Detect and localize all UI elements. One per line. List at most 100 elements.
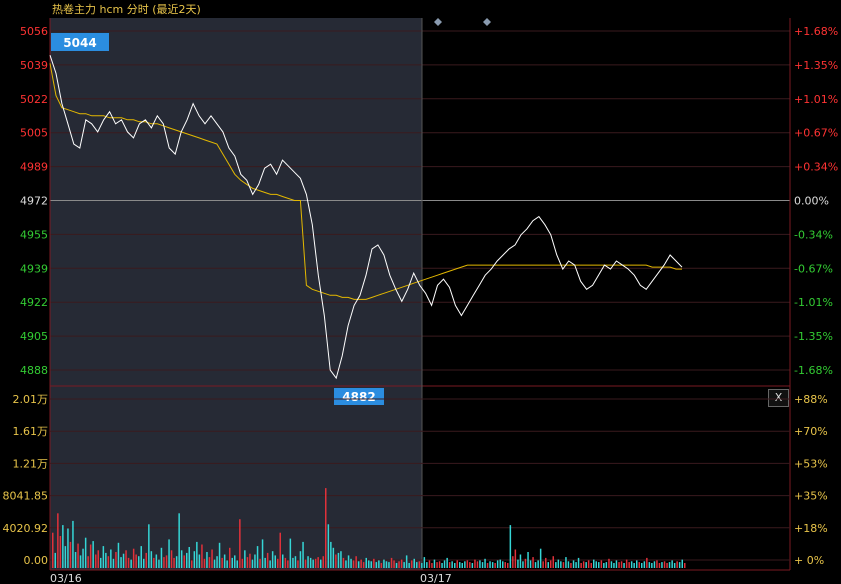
volume-tick-label-right: +88% [794,393,828,406]
volume-bar [216,556,218,568]
volume-bar [658,563,661,568]
volume-bar [663,561,666,568]
volume-bar [62,525,64,568]
volume-bar [678,562,681,568]
volume-bar [532,557,534,568]
volume-bar [117,542,120,568]
volume-bar [64,546,67,568]
volume-bar [105,552,107,568]
volume-bar [145,552,147,568]
volume-bar [274,555,276,568]
volume-bar [587,560,590,568]
volume-bar [502,561,504,568]
volume-bar [418,561,421,568]
volume-bar [241,558,244,568]
y-tick-label: 4989 [20,161,48,174]
volume-bar [572,560,575,568]
volume-bar [567,561,570,568]
y-tick-label-right: -1.35% [794,330,833,343]
volume-bar [661,562,663,568]
volume-bar [405,555,408,568]
y-tick-label: 5039 [20,59,48,72]
volume-bar [451,561,453,568]
volume-bar [448,562,451,568]
volume-bar [130,559,132,568]
volume-bar [408,563,410,568]
volume-bar [507,563,509,568]
y-tick-label-right: -1.01% [794,296,833,309]
volume-bar [138,556,140,568]
volume-tick-label: 1.61万 [13,425,49,438]
volume-bar [436,562,438,568]
volume-bar [345,560,347,568]
volume-bar [52,532,54,568]
volume-bar [100,557,102,568]
volume-bar [509,525,512,568]
volume-bar [484,558,486,568]
volume-bar [340,551,342,568]
volume-bar [312,559,314,568]
volume-bar [77,543,79,568]
volume-bar [153,557,155,568]
volume-bar [307,556,309,568]
volume-bar [542,561,544,568]
volume-tick-label-right: + 0% [794,554,824,567]
close-button[interactable]: X [768,389,789,407]
volume-bar [534,562,537,568]
volume-bar [332,547,335,568]
volume-tick-label: 1.21万 [13,457,49,470]
volume-bar [266,552,269,568]
volume-bar [226,560,228,568]
volume-bar [294,556,297,568]
volume-bar [595,561,597,568]
volume-bar [421,563,423,568]
volume-bar [552,556,554,568]
volume-bar [446,557,448,568]
volume-bar [598,562,600,568]
volume-bar [383,559,385,568]
volume-bar [287,560,289,568]
volume-bar [59,536,62,568]
volume-bar [615,560,618,568]
volume-bar [456,560,458,568]
volume-bar [143,558,145,568]
y-tick-label: 4888 [20,364,48,377]
y-tick-label: 4939 [20,262,48,275]
volume-bar [196,541,198,568]
volume-bar [74,552,77,568]
volume-tick-label: 0.00 [24,554,49,567]
volume-bar [499,559,501,568]
volume-bar [514,549,517,568]
volume-bar [370,561,372,568]
volume-bar [188,547,190,568]
volume-bar [193,551,196,568]
volume-bar [582,561,585,568]
volume-bar [236,560,238,568]
y-tick-label: 5005 [20,127,48,140]
volume-bar [269,560,271,568]
prev-day-shade [50,18,422,570]
avg-price-line [49,63,682,300]
volume-bar [165,555,168,568]
volume-bar [122,553,125,568]
volume-bar [476,561,479,568]
volume-bar [314,558,317,568]
y-tick-label-right: -0.67% [794,262,833,275]
volume-bar [545,557,547,568]
volume-bar [643,561,646,568]
volume-bar [244,550,246,568]
low-label: 4882 [342,390,375,404]
volume-bar [459,562,461,568]
volume-bar [87,556,89,568]
volume-bar [173,557,175,568]
y-tick-label: 5022 [20,93,48,106]
volume-bar [433,559,436,568]
volume-bar [256,546,259,568]
volume-bar [320,559,322,568]
volume-bar [246,557,249,568]
chart-title: 热卷主力 hcm 分时 (最近2天) [52,3,201,16]
volume-bar [355,556,357,568]
volume-bar [585,562,587,568]
y-tick-label-right: -0.34% [794,228,833,241]
